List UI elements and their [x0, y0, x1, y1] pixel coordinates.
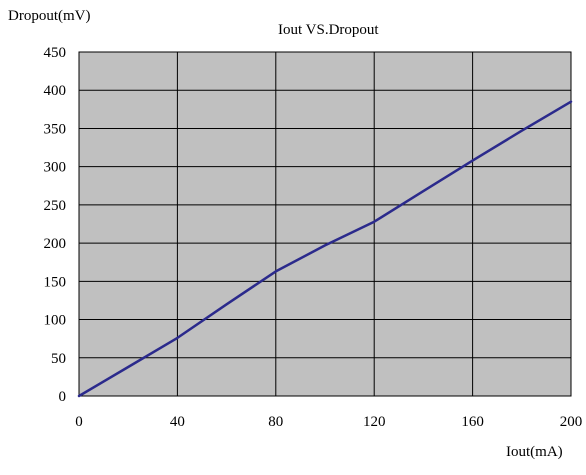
x-tick-label: 200 — [560, 414, 583, 430]
plot-background — [78, 51, 572, 397]
x-tick-label: 40 — [170, 414, 185, 430]
x-axis-label: Iout(mA) — [506, 444, 563, 460]
grid — [78, 51, 572, 397]
y-tick-label: 100 — [44, 313, 67, 329]
x-axis-ticks: 0 40 80 120 160 200 — [75, 414, 582, 430]
y-axis-label: Dropout(mV) — [8, 8, 91, 24]
y-tick-label: 150 — [44, 274, 67, 290]
x-tick-label: 80 — [268, 414, 283, 430]
y-tick-label: 50 — [51, 351, 66, 367]
plot-area — [78, 51, 572, 397]
series-line — [77, 100, 573, 398]
y-tick-label: 450 — [44, 45, 67, 61]
x-tick-label: 0 — [75, 414, 83, 430]
y-tick-label: 250 — [44, 198, 67, 214]
y-tick-label: 400 — [44, 83, 67, 99]
y-axis-ticks: 0 50 100 150 200 250 300 350 400 450 — [44, 45, 67, 405]
x-tick-label: 160 — [461, 414, 484, 430]
series-layer — [77, 100, 573, 398]
y-tick-label: 300 — [44, 160, 67, 176]
y-tick-label: 200 — [44, 236, 67, 252]
x-tick-label: 120 — [363, 414, 386, 430]
y-tick-label: 350 — [44, 121, 67, 137]
y-tick-label: 0 — [59, 389, 67, 405]
chart-title: Iout VS.Dropout — [278, 22, 379, 38]
